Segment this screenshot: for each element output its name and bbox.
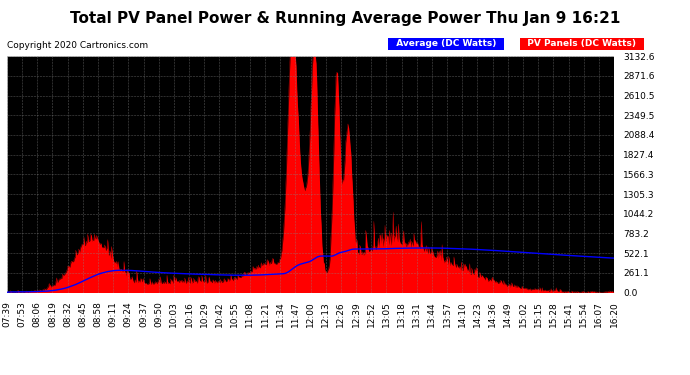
Text: Copyright 2020 Cartronics.com: Copyright 2020 Cartronics.com [7,41,148,50]
Text: Average (DC Watts): Average (DC Watts) [390,39,502,48]
Text: Total PV Panel Power & Running Average Power Thu Jan 9 16:21: Total PV Panel Power & Running Average P… [70,11,620,26]
Text: PV Panels (DC Watts): PV Panels (DC Watts) [521,39,642,48]
